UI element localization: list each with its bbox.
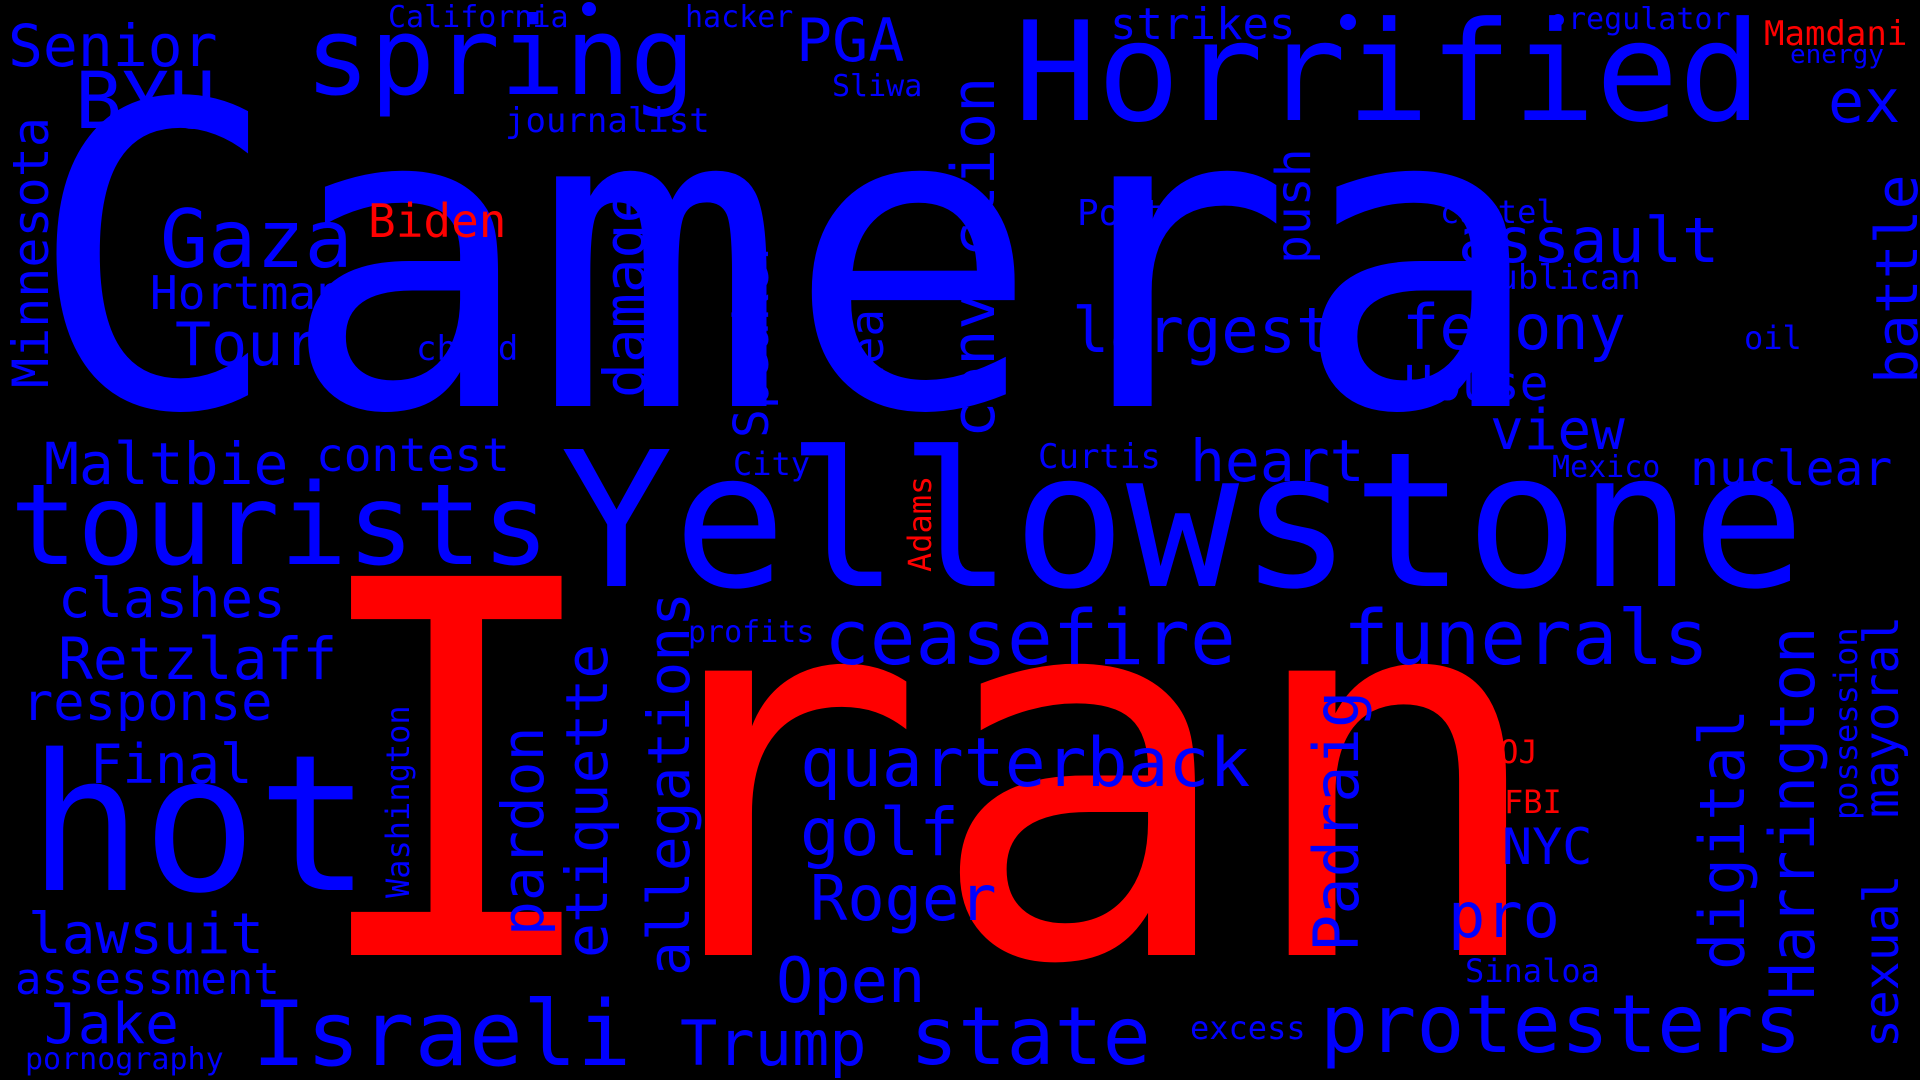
word-clashes: clashes xyxy=(58,567,286,630)
word-cartel: cartel xyxy=(1440,193,1556,231)
word-curtis: Curtis xyxy=(1038,437,1161,477)
word-nuclear: nuclear xyxy=(1690,441,1893,497)
word-largest: largest xyxy=(1072,294,1334,367)
word-maltbie: Maltbie xyxy=(44,430,289,498)
word-ex: ex xyxy=(1828,67,1901,137)
word-spring: spring xyxy=(305,0,696,120)
word-mayoral: mayoral xyxy=(1854,615,1910,818)
word-iran: Iran xyxy=(300,472,1553,1078)
word-byu: BYU xyxy=(75,57,216,147)
word-house: House xyxy=(1404,356,1549,412)
word-speaker: Speaker xyxy=(724,235,780,438)
word-profits: profits xyxy=(688,615,815,650)
word-retzlaff: Retzlaff xyxy=(58,625,338,693)
word-felony: felony xyxy=(1402,291,1626,364)
word-regulator: regulator xyxy=(1568,2,1731,37)
word-washington: Washington xyxy=(379,705,417,898)
word-horrified: Horrified xyxy=(1014,0,1762,153)
word-etiquette: etiquette xyxy=(553,643,621,958)
word-state: state xyxy=(910,990,1151,1080)
word-nyc: NYC xyxy=(1502,818,1593,876)
word-minnesota: Minnesota xyxy=(2,117,60,388)
word-hot: hot xyxy=(28,714,372,935)
word-lawsuit: lawsuit xyxy=(28,902,265,967)
word-roger: Roger xyxy=(810,862,997,935)
dot-mark xyxy=(1552,14,1564,26)
word-doj: DOJ xyxy=(1480,733,1538,771)
word-assault: assault xyxy=(1458,204,1720,277)
dot-mark xyxy=(1340,14,1356,30)
word-gaza: Gaza xyxy=(160,193,353,286)
word-pro: pro xyxy=(1448,879,1560,952)
word-post: Post xyxy=(1077,193,1164,234)
word-child: child xyxy=(416,329,519,369)
word-excess: excess xyxy=(1190,1009,1306,1047)
word-battle: battle xyxy=(1863,174,1920,384)
word-pga: PGA xyxy=(796,6,905,76)
word-allegations: allegations xyxy=(635,591,703,976)
word-push: push xyxy=(1266,148,1322,264)
word-contest: contest xyxy=(316,428,510,482)
word-hortman: Hortman xyxy=(150,266,344,320)
word-harrington: Harrington xyxy=(1756,626,1829,1000)
word-assessment: assessment xyxy=(15,954,280,1005)
word-golf: golf xyxy=(800,794,959,871)
word-adams: Adams xyxy=(901,475,939,572)
word-tour: Tour xyxy=(175,310,320,380)
word-mexico: Mexico xyxy=(1552,450,1661,485)
word-yellowstone: Yellowstone xyxy=(560,412,1806,631)
word-view: view xyxy=(1490,398,1625,463)
word-final: Final xyxy=(90,733,253,796)
word-digital: digital xyxy=(1686,708,1759,970)
word-republican: Republican xyxy=(1436,258,1641,298)
word-damage: damage xyxy=(591,188,659,398)
word-israeli: Israeli xyxy=(252,982,632,1080)
word-journalist: journalist xyxy=(505,101,710,141)
word-oil: oil xyxy=(1744,319,1802,357)
word-strikes: strikes xyxy=(1110,0,1296,50)
word-fbi: FBI xyxy=(1504,783,1562,821)
word-funerals: funerals xyxy=(1343,593,1710,682)
word-conviction: conviction xyxy=(939,76,1009,438)
word-energy: energy xyxy=(1790,40,1884,70)
word-jake: Jake xyxy=(44,992,179,1057)
word-pornography: pornography xyxy=(25,1042,224,1077)
word-sinaloa: Sinaloa xyxy=(1465,952,1600,990)
word-california: California xyxy=(388,0,569,35)
word-senior: Senior xyxy=(8,12,218,80)
word-heart: heart xyxy=(1190,427,1365,495)
word-pardon: pardon xyxy=(489,726,557,936)
word-city: City xyxy=(733,445,811,483)
word-protesters: protesters xyxy=(1320,978,1802,1071)
word-padraig: Padraig xyxy=(1300,690,1373,952)
word-sliwa: Sliwa xyxy=(832,69,923,104)
word-sexual: sexual xyxy=(1854,874,1910,1048)
dot-mark xyxy=(582,2,596,16)
word-tourists: tourists xyxy=(10,461,550,591)
word-response: response xyxy=(22,673,273,733)
word-ceasefire: ceasefire xyxy=(824,593,1236,682)
word-quarterback: quarterback xyxy=(800,724,1251,803)
word-camera: Camera xyxy=(28,17,1546,506)
word-open: Open xyxy=(776,944,926,1017)
word-deal: deal xyxy=(840,281,894,392)
word-hacker: hacker xyxy=(685,0,794,35)
word-trump: Trump xyxy=(680,1007,867,1080)
word-mamdani: Mamdani xyxy=(1764,14,1908,54)
word-biden: Biden xyxy=(368,194,507,248)
